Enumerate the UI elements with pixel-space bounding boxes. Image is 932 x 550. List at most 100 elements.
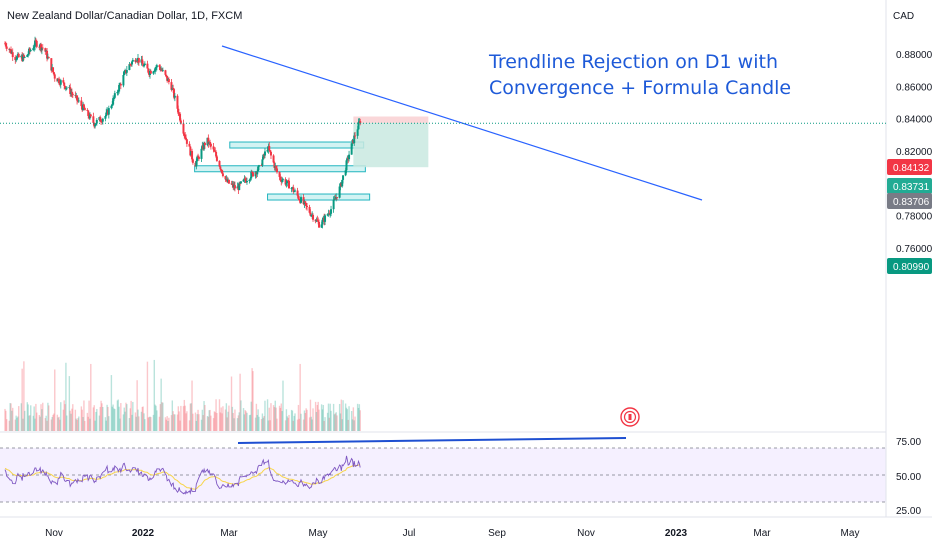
volume-bar — [123, 407, 125, 431]
candle-body — [128, 64, 131, 71]
volume-bar — [182, 406, 185, 431]
candle-body — [179, 113, 182, 121]
volume-bar — [24, 410, 26, 431]
rsi-line — [4, 455, 361, 495]
zone-box[interactable] — [267, 193, 371, 201]
volume-bar — [278, 405, 281, 431]
volume-bar — [230, 376, 233, 431]
volume-bar — [219, 412, 222, 431]
candle-body — [155, 65, 158, 68]
candle-body — [153, 71, 156, 72]
candle-body — [306, 205, 309, 207]
candle-body — [248, 179, 251, 182]
candle-body — [185, 139, 188, 144]
volume-bar — [15, 415, 17, 431]
target-zone[interactable] — [353, 122, 429, 168]
time-tick-label: Nov — [45, 528, 63, 539]
stop-zone[interactable] — [353, 116, 429, 123]
candle-body — [94, 124, 97, 127]
volume-bar — [286, 416, 288, 431]
rsi-tick-label: 25.00 — [896, 506, 921, 517]
candle-body — [27, 53, 30, 55]
volume-bar — [288, 414, 290, 431]
volume-bar — [282, 380, 284, 431]
price-tick-label: 0.88000 — [896, 50, 932, 61]
volume-bar — [149, 416, 151, 431]
volume-bar — [190, 403, 192, 431]
volume-bar — [299, 363, 301, 431]
short-position-tool[interactable] — [353, 116, 429, 168]
volume-bar — [262, 417, 264, 431]
volume-bar — [327, 403, 330, 431]
candle-body — [275, 168, 278, 173]
price-tick-label: 0.82000 — [896, 147, 932, 158]
volume-bar — [63, 400, 65, 431]
volume-bar — [179, 420, 181, 431]
candle-body — [146, 63, 149, 69]
price-label-text: 0.84132 — [893, 163, 930, 174]
volume-bar — [173, 414, 175, 431]
time-tick-label: Jul — [403, 528, 416, 539]
candle-body — [273, 162, 276, 168]
candle-body — [82, 104, 85, 108]
candle-body — [336, 197, 339, 198]
rsi-trendline[interactable] — [237, 437, 627, 444]
candle-body — [296, 190, 299, 196]
candle-body — [328, 213, 331, 215]
volume-bar — [353, 420, 355, 431]
candle-body — [256, 171, 259, 175]
volume-bar — [170, 415, 173, 431]
volume-bar — [125, 402, 127, 431]
candle-body — [359, 121, 362, 124]
time-axis[interactable]: Nov 2022 Mar May Jul Sep Nov 2023 Mar May — [45, 528, 859, 539]
candle-body — [29, 50, 32, 51]
volume-bar — [237, 415, 240, 431]
volume-bar — [267, 420, 270, 431]
candle-body — [196, 156, 199, 162]
volume-bar — [304, 413, 306, 431]
candle-body — [154, 68, 157, 72]
volume-bar — [146, 361, 149, 431]
session-break-icon[interactable] — [620, 407, 640, 427]
volume-bar — [359, 410, 361, 431]
candle-body — [41, 47, 44, 49]
candle-body — [219, 166, 222, 170]
volume-bar — [222, 406, 224, 431]
volume-bar — [188, 420, 191, 431]
volume-bar — [201, 409, 204, 431]
volume-bar — [220, 407, 222, 431]
volume-bar — [315, 411, 318, 431]
price-label-box — [887, 159, 932, 175]
candle-body — [105, 112, 108, 117]
candle-body — [32, 48, 35, 51]
candle-body — [203, 142, 206, 146]
time-tick-label: 2023 — [665, 528, 688, 539]
candle-body — [4, 43, 7, 47]
price-label-text: 0.80990 — [893, 262, 930, 273]
volume-bar — [66, 415, 68, 431]
price-axis[interactable]: 0.880000.860000.840000.820000.800000.780… — [896, 50, 932, 255]
candle-body — [261, 159, 264, 166]
volume-bar — [226, 417, 228, 431]
volume-bar — [53, 413, 55, 431]
volume-bar — [44, 418, 47, 431]
volume-bar — [240, 400, 242, 431]
zone-box[interactable] — [194, 165, 366, 173]
candle-body — [28, 48, 31, 51]
candle-body — [285, 183, 288, 185]
volume-bar — [80, 406, 83, 431]
candle-body — [239, 181, 242, 184]
candle-body — [107, 108, 110, 115]
candle-body — [238, 182, 241, 191]
candle-body — [269, 151, 272, 156]
candle-body — [167, 79, 170, 83]
volume-bar — [100, 400, 102, 431]
volume-bar — [168, 417, 170, 431]
zone-box[interactable] — [229, 141, 365, 149]
volume-bar — [250, 401, 252, 431]
candle-body — [207, 137, 210, 144]
candle-body — [242, 179, 245, 182]
volume-bar — [320, 404, 323, 431]
volume-bar — [92, 407, 95, 431]
volume-bar — [155, 405, 157, 431]
